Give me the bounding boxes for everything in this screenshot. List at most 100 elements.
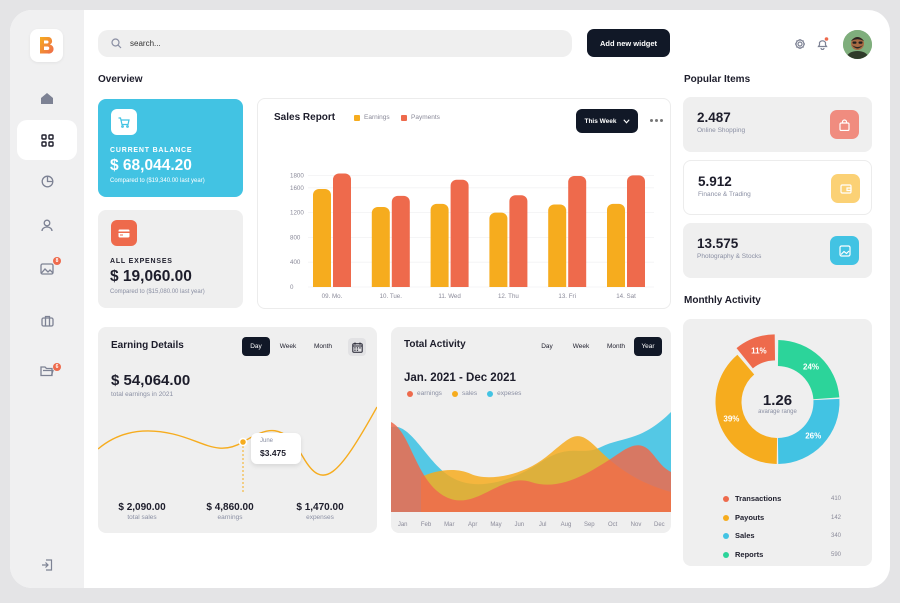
sidebar-item-briefcase[interactable]: [17, 301, 77, 341]
slice-label: 39%: [723, 415, 739, 424]
sales-slice[interactable]: [777, 398, 840, 464]
tab-year[interactable]: Year: [634, 337, 662, 356]
earning-amount: $ 54,064.00: [111, 372, 191, 389]
monthly-activity-title: Monthly Activity: [684, 295, 761, 306]
tab-month[interactable]: Month: [313, 343, 333, 350]
balance-compare: Compared to ($19,340.00 last year): [110, 178, 205, 184]
tab-week[interactable]: Week: [572, 343, 590, 350]
legend-count: 142: [830, 514, 841, 521]
tooltip-value: $3.475: [260, 448, 286, 458]
earning-tabs: Day Week Month: [242, 337, 340, 356]
search-bar: [98, 30, 572, 57]
popular-value: 5.912: [698, 174, 732, 189]
earnings-bar[interactable]: [430, 203, 449, 287]
bell-icon[interactable]: [816, 37, 829, 50]
legend-payments: Payments: [401, 114, 440, 121]
x-tick-label: 14. Sat: [616, 293, 636, 300]
payouts-slice[interactable]: [715, 354, 778, 464]
balance-label: CURRENT BALANCE: [110, 147, 193, 154]
stat-label: total sales: [127, 514, 157, 521]
tab-week[interactable]: Week: [279, 343, 297, 350]
sidebar-item-gallery[interactable]: 8: [17, 248, 77, 288]
calendar-button[interactable]: [348, 338, 366, 356]
tab-month[interactable]: Month: [606, 343, 626, 350]
payments-bar[interactable]: [568, 176, 587, 287]
sidebar-item-analytics[interactable]: [17, 161, 77, 201]
earning-sub: total earnings in 2021: [111, 391, 174, 398]
credit-card-icon: [118, 229, 130, 237]
y-tick-label: 0: [290, 284, 294, 291]
period-select[interactable]: This Week: [576, 109, 638, 133]
sales-report-title: Sales Report: [274, 112, 336, 123]
grid-icon: [40, 133, 54, 147]
y-tick-label: 800: [290, 234, 301, 241]
stat-total-sales: $ 2,090.00 total sales: [110, 502, 174, 521]
sidebar-item-home[interactable]: [17, 78, 77, 118]
earnings-bar[interactable]: [489, 212, 508, 287]
sidebar-item-logout[interactable]: [17, 545, 77, 585]
payments-bar[interactable]: [450, 179, 469, 287]
popular-items-title: Popular Items: [684, 74, 751, 85]
earnings-bar[interactable]: [313, 189, 331, 287]
popular-label: Online Shopping: [697, 127, 746, 134]
all-expenses-card[interactable]: ALL EXPENSES $ 19,060.00 Compared to ($1…: [98, 210, 243, 308]
popular-item-finance-trading[interactable]: 5.912 Finance & Trading: [683, 160, 872, 215]
month-label: Nov: [630, 522, 642, 528]
legend-label: sales: [461, 390, 478, 397]
payments-bar[interactable]: [391, 195, 410, 287]
sidebar-item-dashboard[interactable]: [17, 120, 77, 160]
search-input[interactable]: [130, 39, 530, 48]
picture-icon: [838, 244, 851, 257]
sales-report-card: Sales Report Earnings Payments This Week…: [257, 98, 671, 309]
expenses-dot: [487, 390, 494, 397]
popular-item-photography-stocks[interactable]: 13.575 Photography & Stocks: [683, 223, 872, 278]
activity-area-chart: [391, 412, 671, 512]
wallet-icon: [839, 183, 852, 194]
gear-icon[interactable]: [794, 38, 806, 50]
transactions-dot: [723, 495, 729, 502]
more-options-icon[interactable]: [650, 119, 663, 122]
tooltip-point[interactable]: [238, 437, 248, 447]
earning-tooltip: June $3.475: [251, 433, 301, 464]
month-label: Sep: [583, 522, 595, 528]
stat-label: earnings: [217, 514, 243, 521]
sales-dot: [451, 390, 458, 397]
period-select-label: This Week: [584, 117, 617, 125]
reports-dot: [723, 551, 729, 558]
calendar-icon: [351, 342, 363, 353]
sidebar-item-folders[interactable]: 6: [17, 351, 77, 391]
legend-payouts: Payouts 142: [723, 513, 841, 522]
payments-bar[interactable]: [509, 195, 528, 287]
x-tick-label: 09. Mo.: [322, 293, 343, 300]
activity-legend: earnings sales expeses: [407, 390, 521, 397]
popular-item-online-shopping[interactable]: 2.487 Online Shopping: [683, 97, 872, 152]
popular-value: 2.487: [697, 110, 731, 125]
legend-label: expeses: [497, 390, 522, 397]
earnings-bar[interactable]: [371, 207, 390, 287]
tab-day[interactable]: Day: [541, 343, 553, 350]
card-icon-badge: [111, 220, 137, 246]
earnings-bar[interactable]: [548, 204, 567, 287]
earnings-bar[interactable]: [607, 203, 625, 287]
avatar[interactable]: [843, 30, 872, 59]
stat-value: $ 4,860.00: [206, 502, 254, 513]
tab-day[interactable]: Day: [242, 337, 270, 356]
search-icon: [111, 38, 122, 49]
brand-logo[interactable]: [30, 29, 63, 62]
popular-label: Finance & Trading: [698, 191, 751, 198]
sidebar-item-profile[interactable]: [17, 205, 77, 245]
logout-icon: [42, 559, 53, 571]
sales-dot: [723, 532, 729, 539]
sales-bar-chart: 1800 1600 1200 800 400 0 09. Mo. 10. Tue. 11. We…: [290, 172, 654, 300]
transactions-slice[interactable]: [736, 334, 776, 369]
tooltip-month: June: [260, 438, 274, 444]
bag-icon-badge: [830, 110, 859, 139]
current-balance-card[interactable]: CURRENT BALANCE $ 68,044.20 Compared to …: [98, 99, 243, 197]
stat-value: $ 2,090.00: [118, 502, 166, 513]
reports-slice[interactable]: [777, 340, 840, 400]
slice-label: 26%: [805, 432, 821, 441]
payments-bar[interactable]: [627, 175, 645, 287]
earning-details-title: Earning Details: [111, 340, 184, 351]
add-widget-button[interactable]: Add new widget: [587, 29, 670, 57]
payments-bar[interactable]: [333, 173, 351, 287]
